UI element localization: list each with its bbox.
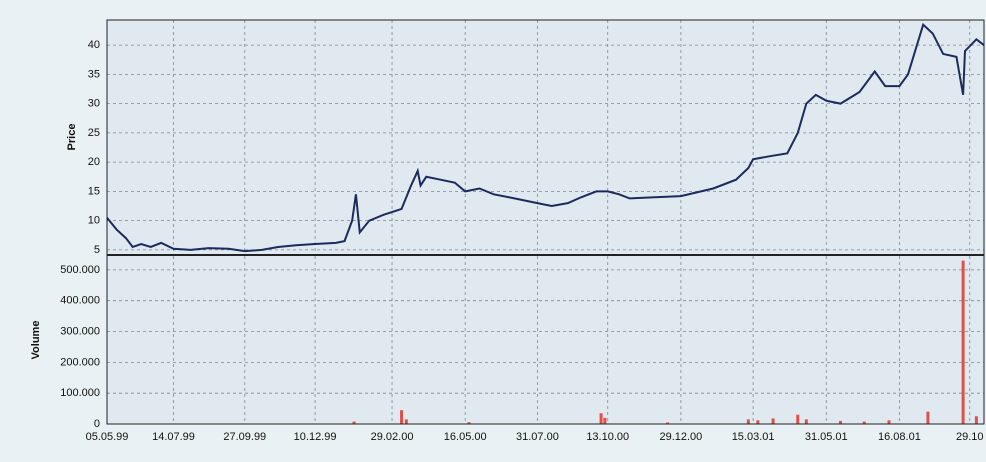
x-tick-label: 16.05.00 bbox=[444, 431, 487, 443]
volume-bar bbox=[400, 410, 404, 424]
x-tick-label: 29.10 bbox=[956, 431, 984, 443]
volume-bar bbox=[603, 417, 607, 424]
volume-bar bbox=[404, 419, 408, 424]
plot-area bbox=[106, 19, 985, 425]
y-tick-label: 15 bbox=[88, 185, 100, 197]
x-tick-label: 29.12.00 bbox=[659, 431, 702, 443]
y-tick-label: 100.000 bbox=[60, 387, 100, 399]
volume-bar bbox=[862, 421, 866, 424]
y-tick-label: 20 bbox=[88, 156, 100, 168]
y-tick-label: 40 bbox=[88, 39, 100, 51]
volume-bar bbox=[352, 421, 356, 424]
y-axis-label: Volume bbox=[30, 321, 42, 360]
y-tick-label: 5 bbox=[94, 244, 100, 256]
volume-bar bbox=[756, 420, 760, 424]
x-tick-label: 27.09.99 bbox=[223, 431, 266, 443]
y-tick-label: 500.000 bbox=[60, 264, 100, 276]
volume-bar bbox=[467, 422, 471, 424]
volume-bar bbox=[666, 422, 670, 424]
x-tick-label: 10.12.99 bbox=[294, 431, 337, 443]
x-tick-label: 31.07.00 bbox=[516, 431, 559, 443]
y-tick-label: 300.000 bbox=[60, 325, 100, 337]
volume-bar bbox=[771, 418, 775, 424]
volume-bar bbox=[961, 260, 965, 424]
volume-bar bbox=[839, 420, 843, 424]
plot-border bbox=[106, 19, 985, 425]
y-tick-label: 30 bbox=[88, 98, 100, 110]
x-tick-label: 16.08.01 bbox=[878, 431, 921, 443]
x-tick-label: 05.05.99 bbox=[86, 431, 129, 443]
volume-bar bbox=[887, 420, 891, 424]
y-tick-label: 25 bbox=[88, 127, 100, 139]
volume-bar bbox=[796, 414, 800, 424]
x-tick-label: 15.03.01 bbox=[732, 431, 775, 443]
x-tick-label: 31.05.01 bbox=[805, 431, 848, 443]
x-tick-label: 13.10.00 bbox=[586, 431, 629, 443]
price-line bbox=[106, 22, 985, 253]
volume-bar bbox=[974, 416, 978, 424]
volume-bar bbox=[599, 413, 603, 424]
y-tick-label: 10 bbox=[88, 215, 100, 227]
y-tick-label: 200.000 bbox=[60, 356, 100, 368]
volume-bar bbox=[926, 411, 930, 424]
y-tick-label: 400.000 bbox=[60, 295, 100, 307]
y-tick-label: 35 bbox=[88, 68, 100, 80]
y-axis-label: Price bbox=[66, 124, 78, 151]
x-tick-label: 14.07.99 bbox=[152, 431, 195, 443]
y-tick-label: 0 bbox=[94, 418, 100, 430]
volume-bar bbox=[746, 419, 750, 424]
volume-bar bbox=[804, 419, 808, 424]
x-tick-label: 29.02.00 bbox=[371, 431, 414, 443]
